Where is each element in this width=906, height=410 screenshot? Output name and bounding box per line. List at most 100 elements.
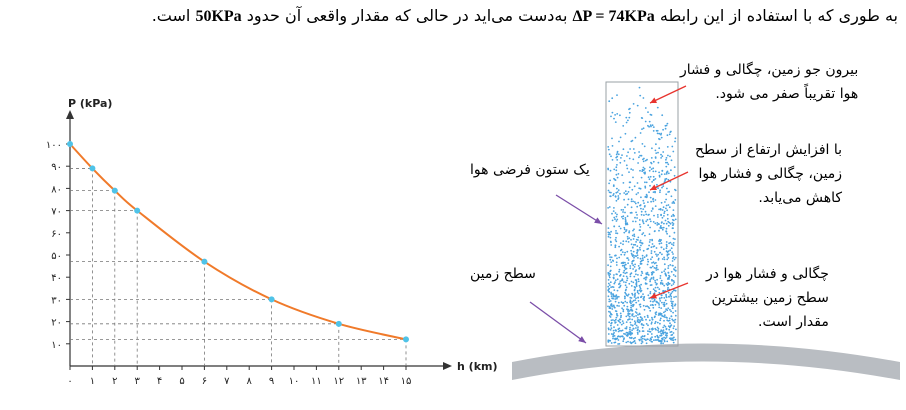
air-particle [667, 178, 670, 181]
air-particle [632, 200, 634, 203]
air-particle [621, 251, 624, 254]
y-tick-label: ۱۰ [51, 340, 62, 351]
air-particle [663, 301, 666, 304]
air-particle [663, 263, 666, 266]
air-particle [638, 330, 641, 332]
air-particle [658, 171, 660, 174]
air-particle [647, 273, 649, 276]
air-particle [668, 190, 670, 193]
air-particle [628, 111, 631, 114]
air-particle [671, 264, 674, 267]
air-particle [645, 323, 648, 325]
air-particle [646, 314, 649, 317]
air-particle [627, 241, 630, 243]
air-particle [640, 319, 643, 321]
air-particle [616, 314, 619, 317]
air-column-illustration [512, 81, 900, 380]
air-particle [670, 304, 673, 307]
air-particle [616, 213, 618, 216]
air-particle [623, 253, 626, 256]
air-particle [607, 333, 610, 335]
air-particle [665, 241, 668, 243]
air-particle [623, 228, 626, 231]
air-particle [614, 279, 617, 282]
air-particle [624, 132, 627, 135]
air-column [605, 81, 679, 347]
air-particle [652, 328, 654, 330]
air-particle [617, 328, 620, 331]
air-particle [637, 236, 640, 239]
air-particle [632, 299, 635, 302]
air-particle [661, 301, 663, 304]
air-particle [644, 234, 646, 237]
air-particle [624, 218, 627, 221]
air-particle [658, 304, 660, 306]
air-particle [630, 308, 633, 311]
data-point [134, 207, 141, 214]
air-particle [656, 286, 659, 289]
air-particle [615, 294, 618, 297]
air-particle [671, 218, 674, 221]
y-tick-label: ۴۰ [51, 273, 62, 284]
x-tick-label: ۵ [179, 376, 184, 387]
air-particle [622, 211, 624, 213]
air-particle [642, 199, 645, 202]
air-particle [660, 153, 662, 156]
air-particle [614, 300, 617, 303]
air-particle [610, 312, 612, 315]
air-particle [644, 107, 647, 109]
air-particle [630, 285, 633, 287]
air-particle [655, 269, 658, 271]
air-particle [659, 322, 661, 325]
ground-surface [512, 343, 900, 380]
air-particle [655, 152, 658, 155]
air-particle [621, 278, 624, 281]
air-particle [608, 284, 611, 286]
air-particle [638, 151, 640, 153]
air-particle [645, 318, 647, 321]
air-particle [642, 158, 644, 161]
air-particle [672, 244, 675, 247]
air-particle [614, 321, 617, 324]
air-particle [629, 267, 632, 270]
air-particle [622, 240, 625, 243]
air-particle [625, 121, 628, 124]
air-particle [613, 168, 616, 171]
air-particle [631, 188, 634, 191]
air-particle [625, 315, 628, 318]
air-particle [665, 198, 667, 201]
air-particle [636, 182, 639, 184]
air-particle [640, 241, 642, 244]
air-particle [666, 319, 669, 322]
air-particle [661, 315, 663, 317]
air-particle [658, 291, 661, 294]
air-particle [664, 272, 667, 275]
air-particle [643, 145, 646, 148]
air-particle [649, 166, 651, 169]
air-particle [665, 293, 667, 296]
air-particle [619, 280, 622, 282]
air-particle [668, 328, 671, 331]
air-particle [607, 167, 609, 170]
air-particle [622, 275, 625, 277]
y-tick-label: ۱۰۰ [46, 140, 62, 151]
air-particle [619, 227, 622, 230]
air-particle [661, 227, 663, 229]
air-particle [608, 272, 610, 275]
air-particle [654, 289, 656, 292]
air-particle [624, 268, 627, 270]
air-particle [648, 244, 650, 247]
air-particle [665, 328, 668, 331]
air-particle [637, 239, 639, 241]
air-particle [652, 160, 655, 163]
air-particle [659, 277, 662, 279]
air-particle [637, 257, 639, 259]
air-particle [634, 220, 637, 223]
air-particle [631, 313, 634, 316]
air-particle [671, 251, 674, 254]
air-particle [649, 280, 651, 283]
air-particle [674, 188, 676, 191]
air-particle [668, 319, 671, 322]
air-particle [667, 281, 670, 284]
air-particle [638, 303, 641, 306]
